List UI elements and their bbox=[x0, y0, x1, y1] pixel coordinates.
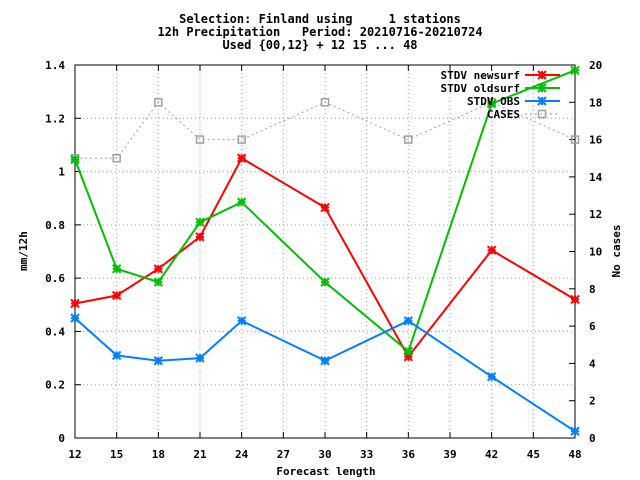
series-stdv-newsurf bbox=[70, 153, 580, 362]
y-tick-label: 0.2 bbox=[45, 379, 65, 392]
y2-tick-label: 0 bbox=[589, 432, 596, 445]
legend-label: CASES bbox=[487, 108, 520, 121]
data-point-x-marker bbox=[320, 277, 330, 287]
data-point-square-marker bbox=[570, 135, 580, 144]
x-tick-label: 42 bbox=[485, 448, 498, 461]
x-tick-label: 48 bbox=[568, 448, 581, 461]
data-point-square-marker bbox=[237, 135, 246, 144]
x-tick-label: 21 bbox=[193, 448, 207, 461]
chart-title-line-1: Selection: Finland using 1 stations bbox=[179, 12, 461, 26]
y-tick-label: 0 bbox=[58, 432, 65, 445]
y2-axis-label: No cases bbox=[610, 225, 623, 278]
data-point-x-marker bbox=[70, 154, 80, 165]
data-point-x-marker bbox=[70, 313, 80, 323]
series-layer bbox=[70, 65, 580, 437]
data-point-x-marker bbox=[486, 245, 497, 255]
y2-tick-label: 2 bbox=[589, 395, 596, 408]
grid-layer bbox=[75, 65, 575, 438]
y2-tick-label: 10 bbox=[589, 246, 602, 259]
chart-title-line-2: 12h Precipitation Period: 20210716-20210… bbox=[157, 25, 483, 39]
data-point-square-marker bbox=[404, 135, 413, 144]
data-point-x-marker bbox=[537, 83, 547, 93]
y-tick-label: 0.8 bbox=[45, 219, 65, 232]
data-point-x-marker bbox=[153, 264, 164, 274]
data-point-x-marker bbox=[236, 197, 247, 207]
data-point-x-marker bbox=[486, 372, 497, 382]
legend-entry: CASES bbox=[487, 108, 560, 121]
data-point-x-marker bbox=[570, 294, 580, 305]
data-point-square-marker bbox=[154, 98, 163, 107]
data-point-x-marker bbox=[320, 356, 330, 366]
y-axis-label: mm/12h bbox=[17, 231, 30, 271]
data-point-x-marker bbox=[111, 290, 122, 301]
data-point-x-marker bbox=[195, 232, 205, 242]
legend-entry: STDV OBS bbox=[467, 95, 560, 108]
x-tick-label: 24 bbox=[235, 448, 249, 461]
x-tick-label: 36 bbox=[402, 448, 416, 461]
y2-tick-label: 8 bbox=[589, 283, 596, 296]
y2-tick-label: 6 bbox=[589, 320, 596, 333]
y2-tick-label: 16 bbox=[589, 134, 603, 147]
data-point-x-marker bbox=[320, 202, 330, 213]
data-point-x-marker bbox=[111, 350, 122, 361]
y-tick-label: 0.6 bbox=[45, 272, 65, 285]
data-point-x-marker bbox=[570, 65, 580, 76]
x-tick-label: 33 bbox=[360, 448, 373, 461]
data-point-x-marker bbox=[236, 153, 247, 163]
chart-title-line-3: Used {00,12} + 12 15 ... 48 bbox=[222, 38, 418, 52]
data-point-square-marker bbox=[537, 109, 547, 119]
series-stdv-oldsurf bbox=[70, 65, 580, 357]
series-stdv-obs bbox=[70, 313, 580, 437]
series-line bbox=[74, 317, 576, 433]
data-point-x-marker bbox=[70, 298, 80, 309]
y-tick-label: 1.2 bbox=[45, 112, 65, 125]
data-point-square-marker bbox=[112, 154, 121, 163]
legend-entry: STDV oldsurf bbox=[441, 82, 560, 95]
data-point-x-marker bbox=[236, 316, 247, 326]
y2-tick-label: 20 bbox=[589, 59, 602, 72]
y2-tick-label: 14 bbox=[589, 171, 603, 184]
legend-label: STDV oldsurf bbox=[441, 82, 520, 95]
x-axis-label: Forecast length bbox=[276, 465, 375, 478]
x-tick-label: 12 bbox=[68, 448, 81, 461]
data-point-x-marker bbox=[570, 426, 580, 437]
data-point-x-marker bbox=[153, 356, 164, 366]
y-tick-label: 0.4 bbox=[45, 325, 65, 338]
x-tick-label: 15 bbox=[110, 448, 123, 461]
x-tick-label: 18 bbox=[152, 448, 165, 461]
data-point-x-marker bbox=[111, 264, 122, 274]
x-tick-label: 45 bbox=[527, 448, 540, 461]
data-point-x-marker bbox=[486, 98, 497, 109]
data-point-x-marker bbox=[537, 70, 547, 80]
tick-layer: 12 15 18 21 24 27 30 33 36 39 42 45 4800.20.40.60.81… bbox=[45, 59, 602, 461]
legend-label: STDV newsurf bbox=[441, 69, 520, 82]
data-point-x-marker bbox=[403, 316, 414, 326]
y2-tick-label: 12 bbox=[589, 208, 602, 221]
data-point-x-marker bbox=[195, 353, 205, 363]
x-tick-label: 27 bbox=[277, 448, 290, 461]
data-point-x-marker bbox=[195, 217, 205, 227]
data-point-x-marker bbox=[537, 96, 547, 106]
x-tick-label: 30 bbox=[318, 448, 331, 461]
data-point-square-marker bbox=[320, 98, 330, 107]
data-point-square-marker bbox=[195, 135, 205, 144]
y2-tick-label: 4 bbox=[589, 357, 596, 370]
y2-tick-label: 18 bbox=[589, 96, 602, 109]
legend-label: STDV OBS bbox=[467, 95, 520, 108]
data-point-x-marker bbox=[403, 346, 414, 357]
x-tick-label: 39 bbox=[443, 448, 456, 461]
data-point-x-marker bbox=[153, 277, 164, 287]
y-tick-label: 1 bbox=[58, 166, 65, 179]
legend-entry: STDV newsurf bbox=[441, 69, 560, 82]
y-tick-label: 1.4 bbox=[45, 59, 65, 72]
